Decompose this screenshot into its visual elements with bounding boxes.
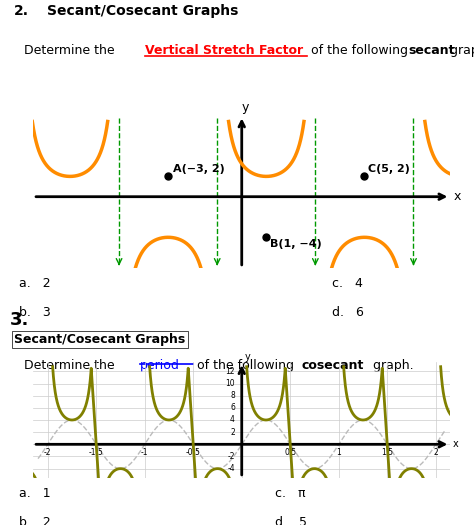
Text: 12: 12 bbox=[226, 367, 235, 376]
Text: Vertical Stretch Factor: Vertical Stretch Factor bbox=[145, 44, 303, 57]
Text: of the following: of the following bbox=[193, 359, 299, 372]
Text: Secant/Cosecant Graphs: Secant/Cosecant Graphs bbox=[47, 4, 239, 18]
Text: 0.5: 0.5 bbox=[284, 448, 296, 457]
Text: -0.5: -0.5 bbox=[186, 448, 201, 457]
Text: x: x bbox=[452, 439, 458, 449]
Text: y: y bbox=[242, 101, 249, 114]
Text: y: y bbox=[245, 352, 250, 362]
Text: -2: -2 bbox=[228, 452, 235, 461]
Text: -1.5: -1.5 bbox=[89, 448, 104, 457]
Text: 4: 4 bbox=[230, 415, 235, 425]
Text: 10: 10 bbox=[225, 379, 235, 388]
Text: b.   3: b. 3 bbox=[19, 306, 51, 319]
Text: cosecant: cosecant bbox=[301, 359, 364, 372]
Text: a.   2: a. 2 bbox=[19, 277, 51, 290]
Text: 1.5: 1.5 bbox=[381, 448, 393, 457]
Text: Determine the: Determine the bbox=[24, 359, 119, 372]
Text: 1: 1 bbox=[337, 448, 341, 457]
Text: B(1, −4): B(1, −4) bbox=[270, 239, 322, 249]
Text: b.   2: b. 2 bbox=[19, 516, 51, 525]
Text: Secant/Cosecant Graphs: Secant/Cosecant Graphs bbox=[14, 333, 185, 346]
Text: graph.: graph. bbox=[446, 44, 474, 57]
Text: A(−3, 2): A(−3, 2) bbox=[173, 164, 225, 174]
Text: C(5, 2): C(5, 2) bbox=[368, 164, 410, 174]
Text: secant: secant bbox=[409, 44, 455, 57]
Text: c.   4: c. 4 bbox=[332, 277, 363, 290]
Text: 8: 8 bbox=[230, 391, 235, 400]
Text: 6: 6 bbox=[230, 403, 235, 412]
Text: a.   1: a. 1 bbox=[19, 487, 51, 500]
Text: graph.: graph. bbox=[369, 359, 413, 372]
Text: -4: -4 bbox=[228, 464, 235, 473]
Text: of the following: of the following bbox=[307, 44, 412, 57]
Text: 3.: 3. bbox=[9, 311, 29, 330]
Text: x: x bbox=[454, 190, 461, 203]
Text: 2: 2 bbox=[433, 448, 438, 457]
Text: 2: 2 bbox=[230, 428, 235, 437]
Text: c.   π: c. π bbox=[275, 487, 305, 500]
Text: -2: -2 bbox=[44, 448, 52, 457]
Text: d.   6: d. 6 bbox=[332, 306, 364, 319]
Text: d.   5: d. 5 bbox=[275, 516, 307, 525]
Text: period: period bbox=[140, 359, 180, 372]
Text: Determine the: Determine the bbox=[24, 44, 119, 57]
Text: 2.: 2. bbox=[14, 4, 29, 18]
Text: -1: -1 bbox=[141, 448, 148, 457]
